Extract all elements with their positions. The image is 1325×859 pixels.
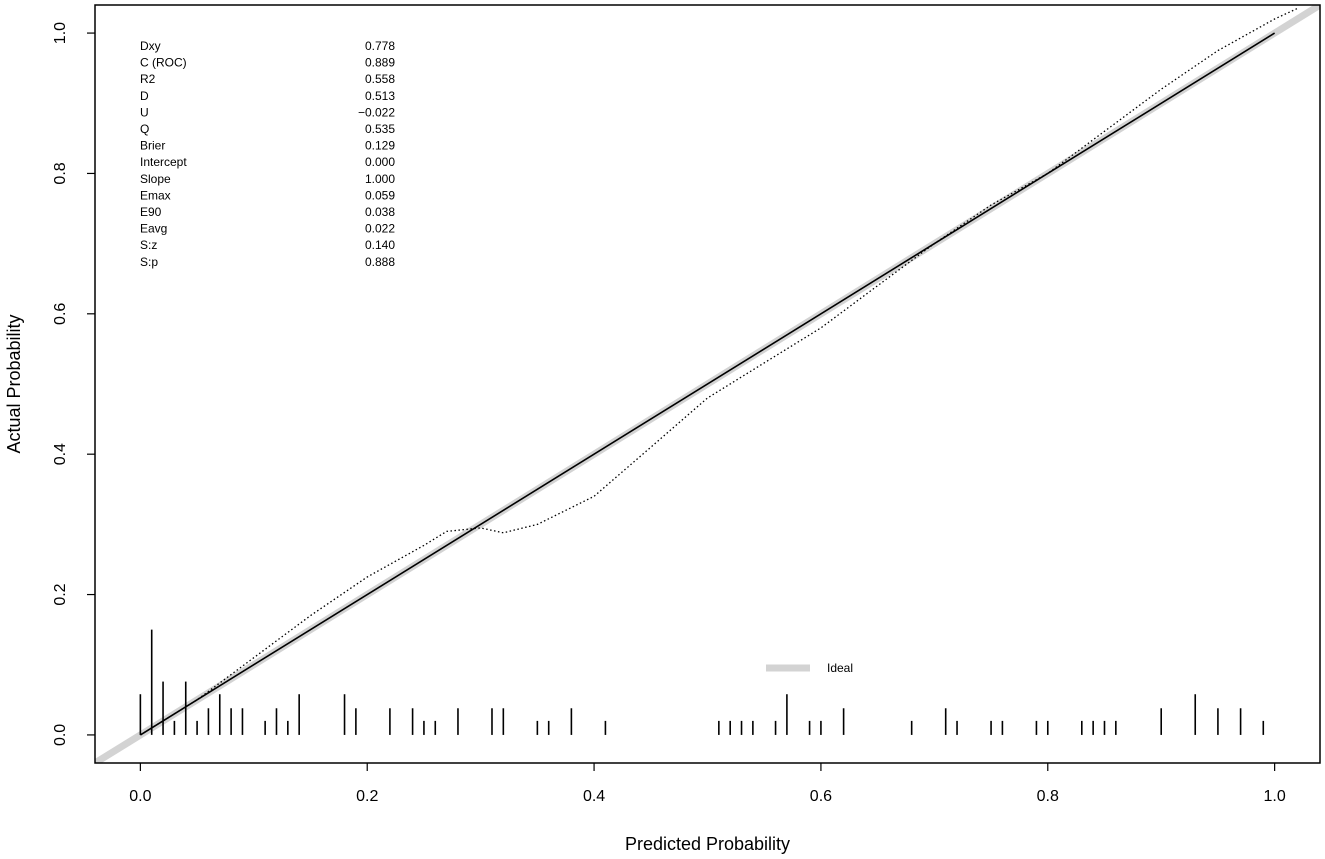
stat-label: C (ROC) [140,56,187,70]
stat-value: 0.558 [365,72,395,86]
stat-label: Eavg [140,222,167,236]
stat-label: Intercept [140,155,187,169]
x-tick-label: 0.6 [810,788,832,805]
stat-label: Emax [140,188,171,202]
y-tick-label: 0.2 [52,583,69,605]
x-tick-label: 0.8 [1037,788,1059,805]
y-axis-title: Actual Probability [4,314,24,453]
bias-corrected-line [140,7,1298,736]
stat-value: 0.140 [365,238,395,252]
plot-frame [94,4,1321,764]
stat-value: 0.778 [365,39,395,53]
stat-value: 0.038 [365,205,395,219]
y-tick-label: 1.0 [52,22,69,44]
stat-value: 0.888 [365,255,395,269]
stat-label: U [140,105,149,119]
stat-value: 0.022 [365,222,395,236]
x-tick-label: 0.0 [129,788,151,805]
stat-value: 0.059 [365,188,395,202]
x-tick-label: 1.0 [1264,788,1286,805]
axes-layer: 0.0 0.2 0.4 0.6 0.8 1.0 0.0 0.2 0.4 0.6 0.8 1.0 [52,22,1286,805]
series-layer [95,5,1320,763]
stat-label: S:z [140,238,157,252]
stat-value: 0.513 [365,89,395,103]
stat-value: 0.000 [365,155,395,169]
stat-label: D [140,89,149,103]
apparent-line [139,32,1276,736]
legend: Ideal [766,661,853,675]
x-axis-title: Predicted Probability [625,834,790,854]
stat-label: Slope [140,172,171,186]
stat-value: −0.022 [358,105,395,119]
x-tick-label: 0.2 [356,788,378,805]
rug-layer [139,629,1265,735]
stat-value: 0.129 [365,139,395,153]
x-tick-label: 0.4 [583,788,605,805]
y-tick-label: 0.6 [52,303,69,325]
statistics-table: Dxy 0.778 C (ROC) 0.889 R2 0.558 D 0.513 U −0.022… [140,39,395,269]
legend-label-ideal: Ideal [827,661,853,675]
stat-label: S:p [140,255,158,269]
stat-label: R2 [140,72,156,86]
y-tick-label: 0.0 [52,724,69,746]
stat-label: E90 [140,205,162,219]
y-tick-label: 0.8 [52,162,69,184]
stat-value: 0.535 [365,122,395,136]
stat-label: Dxy [140,39,161,53]
stat-label: Q [140,122,149,136]
stat-label: Brier [140,139,165,153]
stat-value: 1.000 [365,172,395,186]
stat-value: 0.889 [365,56,395,70]
y-tick-label: 0.4 [52,443,69,465]
